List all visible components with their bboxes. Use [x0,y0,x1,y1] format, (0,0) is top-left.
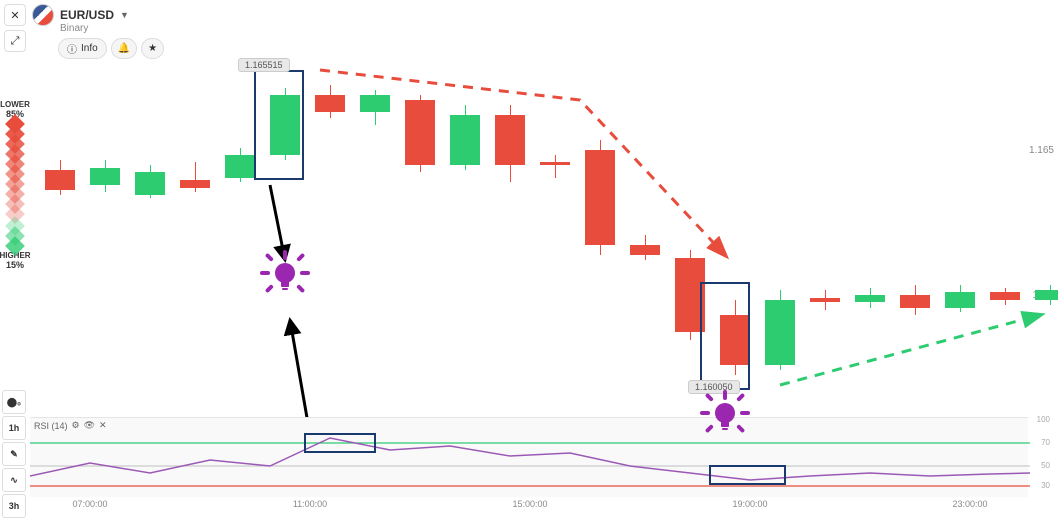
rsi-panel[interactable]: RSI (14) ⚙ 👁 ✕ 100705030 [30,417,1028,497]
star-icon: ★ [148,43,157,54]
sentiment-higher-pct: 15% [6,260,24,270]
rsi-level-label: 70 [1041,438,1050,447]
close-button[interactable]: ✕ [4,4,26,26]
price-chart[interactable]: 1.165 1.16 [30,55,1028,402]
x-axis-tick: 15:00:00 [512,499,547,509]
fullscreen-button[interactable]: ⤢ [4,30,26,52]
indicator2-btn[interactable]: ∿ [2,468,26,492]
pair-sublabel: Binary [60,23,164,34]
sentiment-bar: LOWER 85% HIGHER 15% [0,100,30,270]
rsi-level-label: 30 [1041,481,1050,490]
x-axis-tick: 11:00:00 [293,499,327,509]
price-level-upper: 1.165 [1029,145,1054,156]
info-icon: ⓘ [67,41,77,56]
x-axis-tick: 23:00:00 [952,499,987,509]
timeframe-3h-btn[interactable]: 3h [2,494,26,518]
x-axis-tick: 19:00:00 [732,499,767,509]
rsi-level-label: 50 [1041,461,1050,470]
price-tooltip: 1.165515 [238,58,290,72]
lightbulb-icon [695,385,755,445]
indicator-btn[interactable]: ⬤₀ [2,390,26,414]
draw-btn[interactable]: ✎ [2,442,26,466]
lightbulb-icon [255,245,315,305]
timeframe-1h-btn[interactable]: 1h [2,416,26,440]
rsi-level-label: 100 [1037,415,1050,424]
flag-icon [32,4,54,26]
chevron-down-icon: ▼ [120,10,129,20]
pair-label: EUR/USD [60,8,114,22]
highlight-box [700,282,750,390]
highlight-box [254,70,304,180]
x-axis-tick: 07:00:00 [72,499,107,509]
sentiment-lower-label: LOWER [0,100,30,109]
x-axis: 07:00:00 11:00:00 15:00:00 19:00:00 23:00:00 [30,499,1028,517]
info-label: Info [81,43,98,54]
bell-icon: 🔔 [118,43,130,54]
